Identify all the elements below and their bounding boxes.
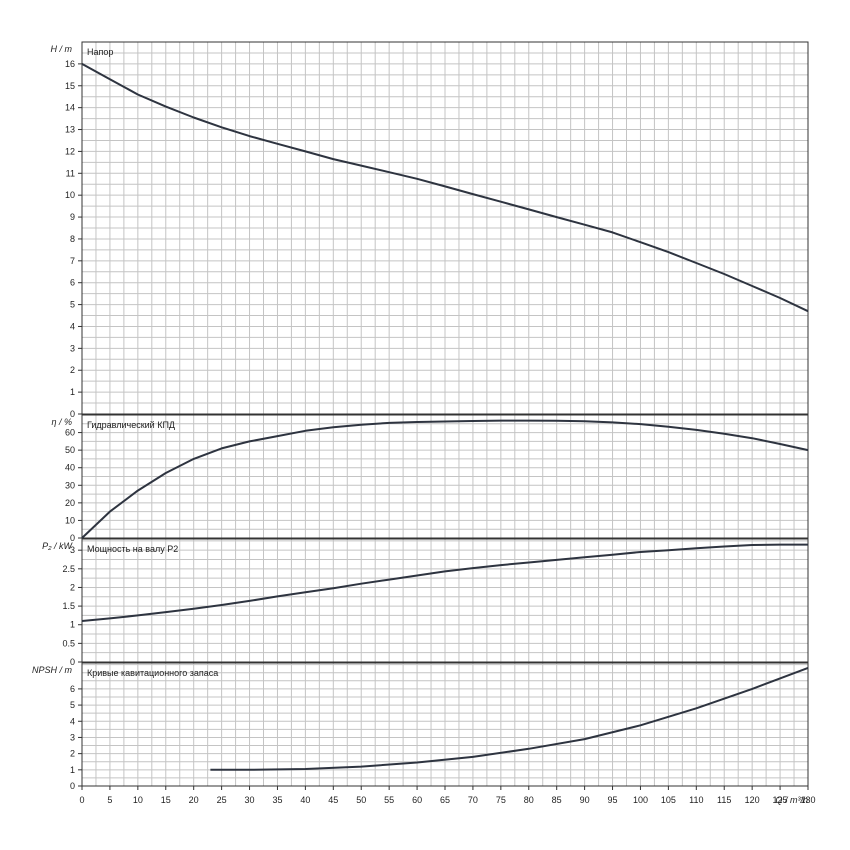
y-tick-label: 3 — [70, 545, 75, 555]
y-tick-label: 12 — [65, 146, 75, 156]
y-tick-label: 11 — [66, 168, 75, 178]
series-line — [210, 666, 809, 771]
x-tick-label: 35 — [272, 795, 282, 805]
y-tick-label: 0.5 — [62, 638, 75, 648]
x-tick-label: 75 — [496, 795, 506, 805]
x-tick-label: 15 — [161, 795, 171, 805]
y-tick-label: 13 — [65, 125, 75, 135]
x-tick-label: 50 — [356, 795, 366, 805]
y-tick-label: 10 — [65, 515, 75, 525]
y-tick-label: 0 — [70, 409, 75, 419]
x-tick-label: 125 — [773, 795, 788, 805]
y-tick-label: 3 — [70, 732, 75, 742]
x-tick-label: 105 — [661, 795, 676, 805]
x-axis: 0 5 10 15 20 25 30 35 40 45 50 55 60 65 70 75 80 85 90 95 10… — [79, 786, 816, 805]
panel-title: Напор — [87, 47, 113, 57]
x-tick-label: 40 — [300, 795, 310, 805]
panel-3: 0 1 2 3 4 5 6 NPSH / m Кривые кавитационного зап… — [32, 662, 809, 791]
y-tick-label: 2 — [70, 365, 75, 375]
y-axis-title: η / % — [51, 417, 72, 427]
y-tick-label: 15 — [65, 81, 75, 91]
x-tick-label: 20 — [189, 795, 199, 805]
x-tick-label: 90 — [580, 795, 590, 805]
panel-1: 0 10 20 30 40 50 60η / % Гидравлический КПД — [51, 414, 809, 543]
y-tick-label: 2 — [70, 582, 75, 592]
y-tick-label: 10 — [65, 190, 75, 200]
y-tick-label: 1 — [70, 620, 75, 630]
y-tick-label: 30 — [65, 480, 75, 490]
y-tick-label: 6 — [70, 684, 75, 694]
y-tick-label: 6 — [70, 278, 75, 288]
x-tick-label: 85 — [552, 795, 562, 805]
x-tick-label: 120 — [745, 795, 760, 805]
x-tick-label: 110 — [689, 795, 703, 805]
y-axis-title: H / m — [51, 44, 73, 54]
panel-title: Гидравлический КПД — [87, 420, 175, 430]
x-axis-title: Q / m³/h — [775, 795, 808, 805]
x-tick-label: 60 — [412, 795, 422, 805]
y-tick-label: 4 — [70, 321, 75, 331]
panel-frame — [81, 414, 809, 539]
y-tick-label: 20 — [65, 498, 75, 508]
panel-2: 0 0.5 1 1.5 2 2.5 3P₂ / kW Мощность на валу P2 — [42, 538, 809, 667]
y-axis-title: P₂ / kW — [42, 541, 73, 551]
panel-title: Мощность на валу P2 — [87, 544, 178, 554]
series-line — [81, 63, 809, 313]
panel-frame — [81, 538, 809, 663]
y-tick-label: 1.5 — [62, 601, 75, 611]
x-tick-label: 80 — [524, 795, 534, 805]
y-tick-label: 40 — [65, 463, 75, 473]
x-tick-label: 100 — [633, 795, 648, 805]
y-tick-label: 1 — [70, 765, 75, 775]
x-tick-label: 130 — [800, 795, 815, 805]
x-tick-label: 65 — [440, 795, 450, 805]
panel-title: Кривые кавитационного запаса — [87, 668, 218, 678]
y-tick-label: 0 — [70, 533, 75, 543]
y-axis-title: NPSH / m — [32, 665, 73, 675]
x-tick-label: 5 — [107, 795, 112, 805]
y-tick-label: 8 — [70, 234, 75, 244]
x-tick-label: 115 — [717, 795, 731, 805]
x-tick-label: 55 — [384, 795, 394, 805]
x-tick-label: 30 — [245, 795, 255, 805]
y-tick-label: 16 — [65, 59, 75, 69]
y-tick-label: 2 — [70, 749, 75, 759]
x-tick-label: 0 — [79, 795, 84, 805]
y-tick-label: 1 — [70, 387, 75, 397]
y-tick-label: 3 — [70, 343, 75, 353]
x-tick-label: 10 — [133, 795, 143, 805]
x-tick-label: 95 — [608, 795, 618, 805]
y-tick-label: 9 — [70, 212, 75, 222]
y-tick-label: 50 — [65, 445, 75, 455]
y-tick-label: 60 — [65, 428, 75, 438]
series-line — [81, 543, 808, 622]
x-tick-label: 25 — [217, 795, 227, 805]
x-tick-label: 70 — [468, 795, 478, 805]
y-tick-label: 5 — [70, 700, 75, 710]
x-tick-label: 45 — [328, 795, 338, 805]
y-tick-label: 14 — [65, 103, 75, 113]
y-tick-label: 0 — [70, 657, 75, 667]
y-tick-label: 4 — [70, 716, 75, 726]
y-tick-label: 5 — [70, 300, 75, 310]
panel-frame — [81, 41, 809, 415]
series-line — [81, 419, 809, 539]
y-tick-label: 0 — [70, 781, 75, 791]
y-tick-label: 2.5 — [62, 564, 75, 574]
y-tick-label: 7 — [70, 256, 75, 266]
